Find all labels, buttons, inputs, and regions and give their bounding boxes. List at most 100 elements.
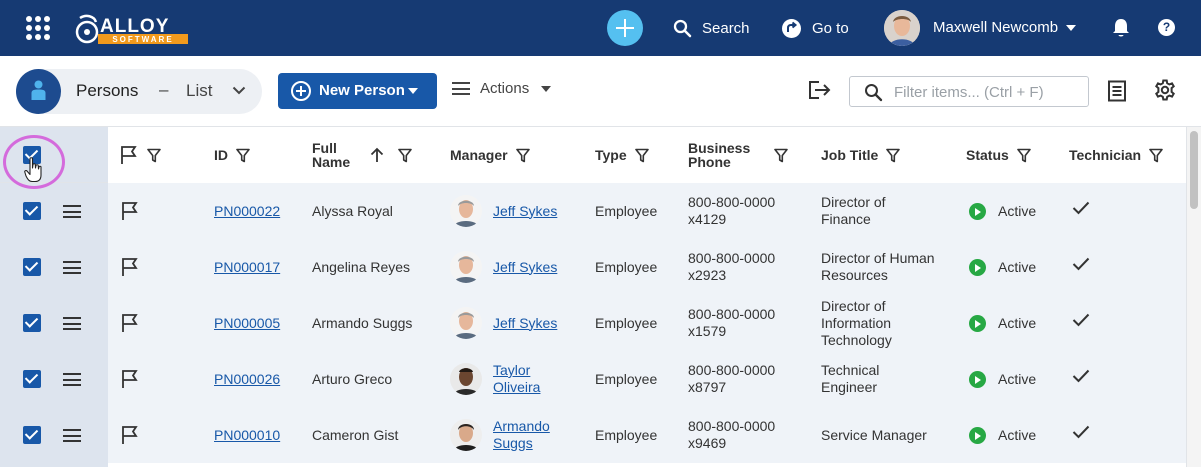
column-id[interactable]: ID — [214, 127, 250, 183]
status-active-icon — [969, 259, 986, 276]
table-row[interactable]: PN000026 Arturo Greco Taylor Oliveira Em… — [0, 351, 1186, 407]
column-full-name[interactable]: Full Name — [312, 127, 412, 183]
flag-icon[interactable] — [120, 257, 140, 277]
business-phone: 800-800-0000 x4129 — [688, 194, 776, 227]
gear-icon[interactable] — [1154, 79, 1176, 106]
column-status[interactable]: Status — [966, 127, 1031, 183]
column-type[interactable]: Type — [595, 127, 649, 183]
click-highlight-ring — [3, 135, 65, 189]
row-checkbox[interactable] — [23, 370, 41, 388]
filter-funnel-icon[interactable] — [886, 148, 901, 163]
row-menu-icon[interactable] — [63, 373, 81, 386]
notifications-bell-icon[interactable] — [1112, 18, 1130, 43]
app-launcher-icon[interactable] — [26, 16, 50, 40]
user-avatar[interactable] — [884, 10, 920, 46]
row-checkbox[interactable] — [23, 426, 41, 444]
search-link[interactable]: Search — [673, 17, 750, 39]
row-checkbox[interactable] — [23, 202, 41, 220]
row-menu-icon[interactable] — [63, 261, 81, 274]
manager-link[interactable]: Taylor Oliveira — [493, 362, 541, 395]
column-flag[interactable] — [119, 127, 161, 183]
user-name[interactable]: Maxwell Newcomb — [933, 19, 1059, 36]
filter-funnel-icon[interactable] — [634, 148, 649, 163]
column-type-label: Type — [595, 147, 627, 163]
job-title: Director of Finance — [821, 194, 886, 227]
flag-icon — [121, 146, 137, 164]
actions-menu-button[interactable]: Actions — [452, 80, 552, 97]
filter-funnel-icon[interactable] — [1016, 148, 1031, 163]
filter-funnel-icon[interactable] — [147, 148, 161, 163]
export-icon[interactable] — [808, 80, 832, 105]
column-full-name-label: Full Name — [312, 140, 351, 170]
column-business-phone-label: Business Phone — [688, 140, 751, 170]
row-checkbox[interactable] — [23, 314, 41, 332]
search-label: Search — [702, 19, 750, 37]
flag-icon[interactable] — [120, 313, 140, 333]
title-separator: – — [159, 80, 169, 99]
person-type: Employee — [595, 202, 658, 219]
column-technician[interactable]: Technician — [1069, 127, 1163, 183]
person-id-link[interactable]: PN000022 — [214, 202, 281, 219]
row-checkbox[interactable] — [23, 258, 41, 276]
person-id-link[interactable]: PN000010 — [214, 426, 281, 443]
manager-avatar — [450, 363, 482, 395]
filter-funnel-icon[interactable] — [398, 148, 412, 163]
job-title: Service Manager — [821, 426, 927, 443]
manager-avatar — [450, 419, 482, 451]
table-row[interactable]: PN000022 Alyssa Royal Jeff Sykes Employe… — [0, 183, 1186, 239]
technician-check-icon — [1072, 369, 1090, 383]
alloy-software-logo[interactable]: ALLOY SOFTWARE — [74, 12, 190, 46]
logo-text: ALLOY — [100, 16, 169, 37]
new-person-dropdown-icon[interactable] — [408, 88, 418, 94]
view-selector[interactable]: Persons – List — [16, 69, 262, 114]
row-menu-icon[interactable] — [63, 205, 81, 218]
filter-funnel-icon[interactable] — [774, 148, 788, 163]
table-row[interactable]: PN000005 Armando Suggs Jeff Sykes Employ… — [0, 295, 1186, 351]
person-id-link[interactable]: PN000017 — [214, 258, 281, 275]
status-label: Active — [998, 258, 1037, 275]
person-id-link[interactable]: PN000005 — [214, 314, 281, 331]
person-full-name: Arturo Greco — [312, 370, 393, 387]
vertical-scrollbar[interactable] — [1186, 127, 1201, 467]
manager-avatar — [450, 195, 482, 227]
row-menu-icon[interactable] — [63, 429, 81, 442]
row-menu-icon[interactable] — [63, 317, 81, 330]
table-row[interactable]: PN000017 Angelina Reyes Jeff Sykes Emplo… — [0, 239, 1186, 295]
manager-link[interactable]: Jeff Sykes — [493, 202, 558, 219]
filter-funnel-icon[interactable] — [236, 148, 250, 163]
status-active-icon — [969, 427, 986, 444]
person-full-name: Cameron Gist — [312, 426, 399, 443]
status-active-icon — [969, 371, 986, 388]
flag-icon[interactable] — [120, 201, 140, 221]
filter-funnel-icon[interactable] — [515, 148, 530, 163]
column-business-phone[interactable]: Business Phone — [688, 127, 788, 183]
flag-icon[interactable] — [120, 369, 140, 389]
person-full-name: Angelina Reyes — [312, 258, 411, 275]
flag-icon[interactable] — [120, 425, 140, 445]
manager-link[interactable]: Jeff Sykes — [493, 314, 558, 331]
person-object-icon — [16, 69, 61, 114]
manager-link[interactable]: Jeff Sykes — [493, 258, 558, 275]
column-id-label: ID — [214, 147, 228, 163]
new-person-button[interactable]: New Person — [278, 73, 437, 109]
status-label: Active — [998, 314, 1037, 331]
filter-funnel-icon[interactable] — [1149, 148, 1163, 163]
help-icon[interactable]: ? — [1158, 19, 1175, 36]
quick-add-button[interactable] — [607, 10, 643, 46]
sort-ascending-icon[interactable] — [370, 147, 384, 163]
goto-link[interactable]: Go to — [781, 17, 849, 39]
person-id-link[interactable]: PN000026 — [214, 370, 281, 387]
filter-items-field[interactable] — [849, 76, 1089, 107]
table-row[interactable]: PN000010 Cameron Gist Armando Suggs Empl… — [0, 407, 1186, 463]
list-view-icon[interactable] — [1107, 80, 1127, 107]
status-active-icon — [969, 203, 986, 220]
filter-input[interactable] — [894, 81, 1084, 103]
view-name: List — [186, 81, 213, 100]
manager-link[interactable]: Armando Suggs — [493, 418, 550, 451]
persons-grid: ID Full Name Manager Type — [0, 127, 1186, 467]
column-job-title[interactable]: Job Title — [821, 127, 901, 183]
scrollbar-thumb[interactable] — [1190, 131, 1198, 209]
column-status-label: Status — [966, 147, 1009, 163]
user-menu-chevron-icon[interactable] — [1066, 25, 1076, 31]
column-manager[interactable]: Manager — [450, 127, 530, 183]
